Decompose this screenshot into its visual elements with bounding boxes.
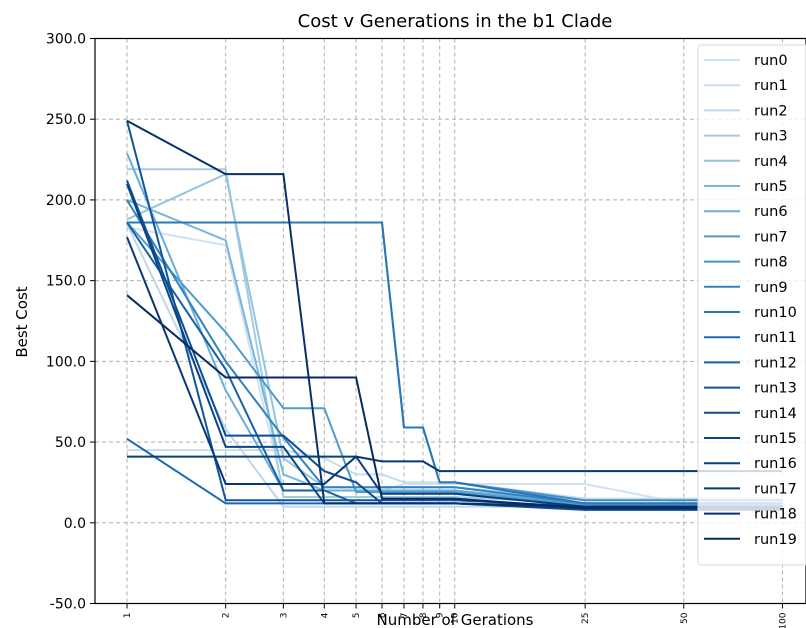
legend-label-run19: run19 (754, 532, 797, 548)
x-tick-label: 25 (581, 613, 591, 624)
y-tick-label: 300.0 (46, 32, 86, 48)
y-tick-label: 150.0 (46, 274, 86, 290)
x-tick-labels: 1 2 3 4 5 6 7 8 9 10 25 50 100 (123, 603, 788, 628)
series-line-run17 (126, 236, 783, 485)
series-line-run7 (126, 221, 783, 506)
y-tick-label: 250.0 (46, 112, 86, 128)
legend-label-run7: run7 (754, 229, 788, 245)
legend-label-run6: run6 (754, 204, 788, 220)
legend-label-run3: run3 (754, 129, 788, 145)
legend-label-run11: run11 (754, 330, 797, 346)
x-tick-label: 7 (400, 613, 410, 619)
x-tick-label: 100 (778, 612, 788, 628)
series-line-run19 (126, 294, 783, 510)
legend-label-run1: run1 (754, 78, 788, 94)
legend-label-run13: run13 (754, 381, 797, 397)
y-tick-label: 100.0 (46, 354, 86, 370)
x-tick-label: 5 (352, 613, 362, 619)
y-tick-labels: -50.0 0.0 50.0 100.0 150.0 200.0 250.0 300.0 (46, 32, 95, 613)
y-tick-label: 200.0 (46, 193, 86, 209)
legend-label-run10: run10 (754, 305, 797, 321)
x-axis-label: Number of Gerations (376, 611, 533, 628)
series-lines (126, 119, 783, 511)
x-tick-label: 8 (419, 612, 429, 618)
legend-label-run17: run17 (754, 481, 797, 497)
y-tick-label: 50.0 (55, 435, 86, 451)
y-tick-label: -50.0 (50, 597, 86, 613)
legend-label-run4: run4 (754, 154, 788, 170)
x-tick-label: 50 (680, 612, 690, 624)
x-tick-label: 6 (378, 612, 388, 618)
x-tick-label: 3 (279, 613, 289, 619)
y-tick-label: 0.0 (64, 516, 86, 532)
legend-label-run12: run12 (754, 355, 797, 371)
x-tick-label: 2 (222, 613, 232, 619)
y-axis-label: Best Cost (13, 286, 31, 357)
legend-label-run8: run8 (754, 255, 788, 271)
legend-label-run9: run9 (754, 280, 788, 296)
legend-label-run2: run2 (754, 103, 788, 119)
legend-label-run15: run15 (754, 431, 797, 447)
x-tick-label: 1 (123, 613, 133, 619)
legend-label-run18: run18 (754, 507, 797, 523)
legend-label-run14: run14 (754, 406, 797, 422)
axes (94, 37, 806, 605)
series-line-run18 (126, 119, 783, 508)
legend-label-run16: run16 (754, 456, 797, 472)
x-tick-label: 9 (436, 612, 446, 618)
chart-title: Cost v Generations in the b1 Clade (298, 11, 613, 32)
plot-frame (94, 37, 806, 605)
legend: run0 run1 run2 run3 run4 run5 run6 run7 run8 run9… (697, 44, 806, 566)
x-tick-label: 10 (451, 612, 461, 624)
series-line-run10 (127, 221, 783, 505)
legend-frame (697, 44, 806, 566)
legend-label-run0: run0 (754, 53, 788, 69)
legend-label-run5: run5 (754, 179, 788, 195)
x-tick-label: 4 (320, 612, 330, 618)
series-line-run1 (127, 449, 783, 500)
